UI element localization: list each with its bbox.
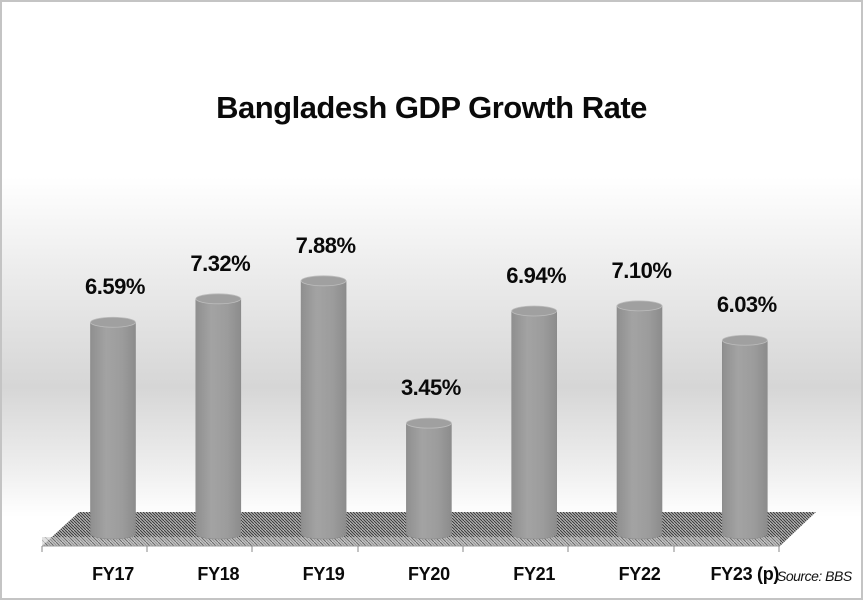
x-axis-ticks [41,546,780,552]
chart-title: Bangladesh GDP Growth Rate [216,90,647,125]
x-axis-label: FY20 [407,564,450,584]
bar-series [90,275,768,540]
data-label: 6.59% [85,274,145,300]
data-label: 6.94% [506,263,567,288]
x-axis-label: FY23 (p) [710,564,780,584]
data-label: 7.88% [295,232,356,258]
x-axis-label: FY21 [513,564,556,584]
bar-fy19 [300,275,347,540]
x-axis-label: FY22 [618,564,661,584]
bar-fy21 [511,305,558,540]
bar-fy22 [616,300,663,540]
data-label: 6.03% [716,292,777,318]
x-axis-label: FY19 [302,564,345,584]
bar-fy20 [405,417,452,540]
data-label: 3.45% [400,375,461,401]
x-axis-label: FY18 [197,564,240,584]
bar-fy17 [90,316,136,540]
x-axis-label: FY17 [92,564,134,584]
data-label: 7.10% [611,257,672,283]
bar-fy18 [195,293,242,540]
data-label: 7.32% [190,250,251,276]
bar-fy23-p- [721,334,768,540]
source-annotation: Source: BBS [777,568,852,584]
